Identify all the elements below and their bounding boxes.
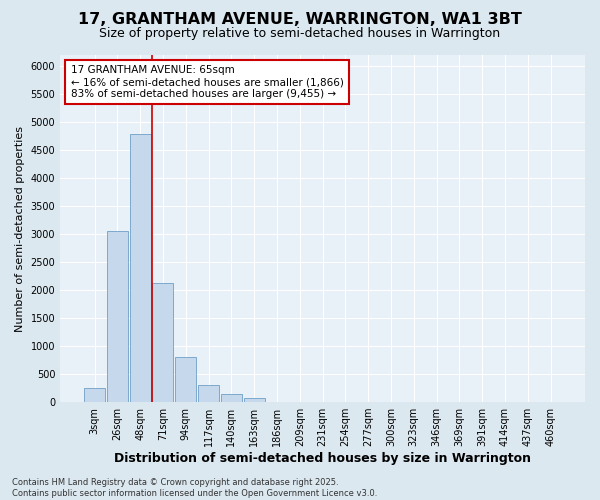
Text: 17, GRANTHAM AVENUE, WARRINGTON, WA1 3BT: 17, GRANTHAM AVENUE, WARRINGTON, WA1 3BT <box>78 12 522 28</box>
Text: Size of property relative to semi-detached houses in Warrington: Size of property relative to semi-detach… <box>100 28 500 40</box>
Bar <box>244 398 265 402</box>
Y-axis label: Number of semi-detached properties: Number of semi-detached properties <box>15 126 25 332</box>
Bar <box>221 394 242 402</box>
Bar <box>198 385 219 402</box>
X-axis label: Distribution of semi-detached houses by size in Warrington: Distribution of semi-detached houses by … <box>114 452 531 465</box>
Bar <box>130 134 151 402</box>
Bar <box>84 388 105 402</box>
Bar <box>107 232 128 402</box>
Bar <box>152 284 173 402</box>
Text: 17 GRANTHAM AVENUE: 65sqm
← 16% of semi-detached houses are smaller (1,866)
83% : 17 GRANTHAM AVENUE: 65sqm ← 16% of semi-… <box>71 66 344 98</box>
Text: Contains HM Land Registry data © Crown copyright and database right 2025.
Contai: Contains HM Land Registry data © Crown c… <box>12 478 377 498</box>
Bar <box>175 358 196 402</box>
